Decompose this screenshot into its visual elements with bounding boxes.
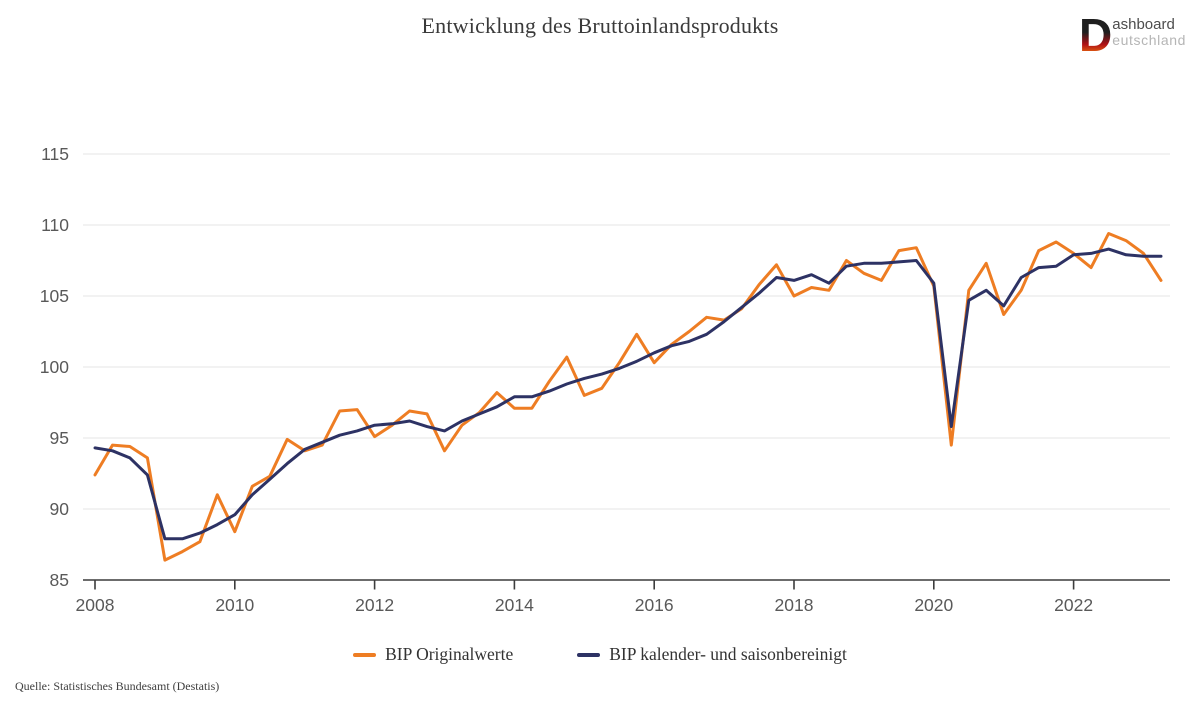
source-note: Quelle: Statistisches Bundesamt (Destati… (15, 679, 220, 693)
legend-swatch-originalwerte (353, 652, 377, 657)
y-axis-tick-label: 105 (40, 286, 69, 306)
series-line-1 (93, 247, 1163, 541)
x-axis-tick-label: 2014 (495, 595, 534, 615)
logo-line1: ashboard (1112, 16, 1175, 33)
y-axis-tick-label: 85 (50, 570, 69, 590)
logo-d-icon: D (1079, 11, 1112, 57)
x-axis-tick-label: 2008 (76, 595, 115, 615)
legend-item-saisonbereinigt[interactable]: BIP kalender- und saisonbereinigt (577, 644, 847, 665)
dashboard-deutschland-logo: D ashboard eutschland (1079, 11, 1186, 57)
y-axis-tick-label: 110 (41, 215, 69, 235)
x-axis-tick-label: 2022 (1054, 595, 1093, 615)
x-axis-tick-label: 2012 (355, 595, 394, 615)
y-axis-tick-label: 95 (50, 428, 69, 448)
series-line-0 (93, 232, 1163, 562)
logo-d-letter: D (1079, 11, 1112, 57)
logo-line2: eutschland (1112, 32, 1186, 48)
chart-legend: BIP Originalwerte BIP kalender- und sais… (0, 644, 1200, 665)
legend-label-originalwerte: BIP Originalwerte (385, 644, 514, 664)
legend-item-originalwerte[interactable]: BIP Originalwerte (353, 644, 513, 665)
x-axis-tick-label: 2020 (914, 595, 953, 615)
page-title: Entwicklung des Bruttoinlandsprodukts (421, 13, 779, 38)
y-axis-tick-label: 100 (40, 357, 69, 377)
legend-label-saisonbereinigt: BIP kalender- und saisonbereinigt (609, 644, 847, 664)
legend-swatch-saisonbereinigt (577, 652, 601, 657)
logo-text: ashboard eutschland (1112, 17, 1186, 48)
x-axis-tick-label: 2010 (215, 595, 254, 615)
y-axis-tick-label: 90 (50, 499, 70, 519)
y-axis-tick-label: 115 (41, 144, 69, 164)
x-axis-tick-label: 2018 (775, 595, 814, 615)
x-axis-tick-label: 2016 (635, 595, 674, 615)
